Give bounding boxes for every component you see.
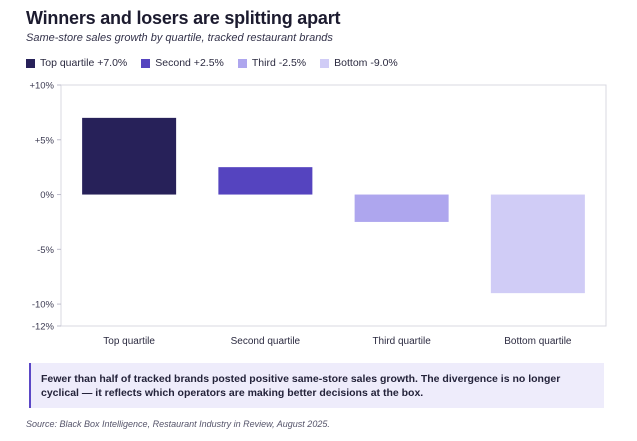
bar-bottom-quartile	[490, 194, 585, 294]
bar-second-quartile	[218, 167, 313, 195]
legend-item-bottom: Bottom -9.0%	[320, 57, 398, 69]
legend: Top quartile +7.0% Second +2.5% Third -2…	[26, 57, 412, 69]
legend-label-bottom: Bottom -9.0%	[334, 57, 398, 69]
y-tick-label: -12%	[32, 322, 55, 333]
x-category-label: Second quartile	[231, 336, 301, 347]
y-tick-label: +5%	[35, 135, 55, 146]
y-tick-label: -10%	[32, 300, 55, 311]
bar-third-quartile	[354, 194, 449, 222]
legend-label-top: Top quartile +7.0%	[40, 57, 128, 69]
y-tick-label: +10%	[29, 81, 54, 92]
y-tick-label: -5%	[37, 245, 54, 256]
bar-top-quartile	[82, 117, 177, 195]
plot-frame	[60, 84, 607, 327]
legend-label-third: Third -2.5%	[251, 57, 307, 69]
y-tick-label: 0%	[40, 190, 54, 201]
callout-box: Fewer than half of tracked brands posted…	[29, 363, 604, 408]
x-category-label: Third quartile	[372, 336, 431, 347]
legend-swatch-third	[237, 58, 247, 68]
callout-text: Fewer than half of tracked brands posted…	[41, 373, 561, 399]
chart-subtitle: Same-store sales growth by quartile, tra…	[26, 32, 333, 44]
legend-swatch-bottom	[320, 58, 330, 68]
legend-item-top: Top quartile +7.0%	[26, 57, 127, 69]
legend-item-second: Second +2.5%	[141, 57, 224, 69]
legend-swatch-top	[26, 58, 35, 68]
x-category-label: Bottom quartile	[504, 336, 572, 347]
source-note: Source: Black Box Intelligence, Restaura…	[26, 419, 330, 429]
bar-chart: +10% +5% 0% -5% -10% -12% Top quartile Second q…	[29, 81, 607, 347]
chart-title: Winners and losers are splitting apart	[26, 8, 341, 28]
legend-item-third: Third -2.5%	[237, 57, 307, 69]
x-category-label: Top quartile	[103, 336, 155, 347]
legend-label-second: Second +2.5%	[155, 57, 224, 69]
legend-swatch-second	[141, 58, 151, 68]
